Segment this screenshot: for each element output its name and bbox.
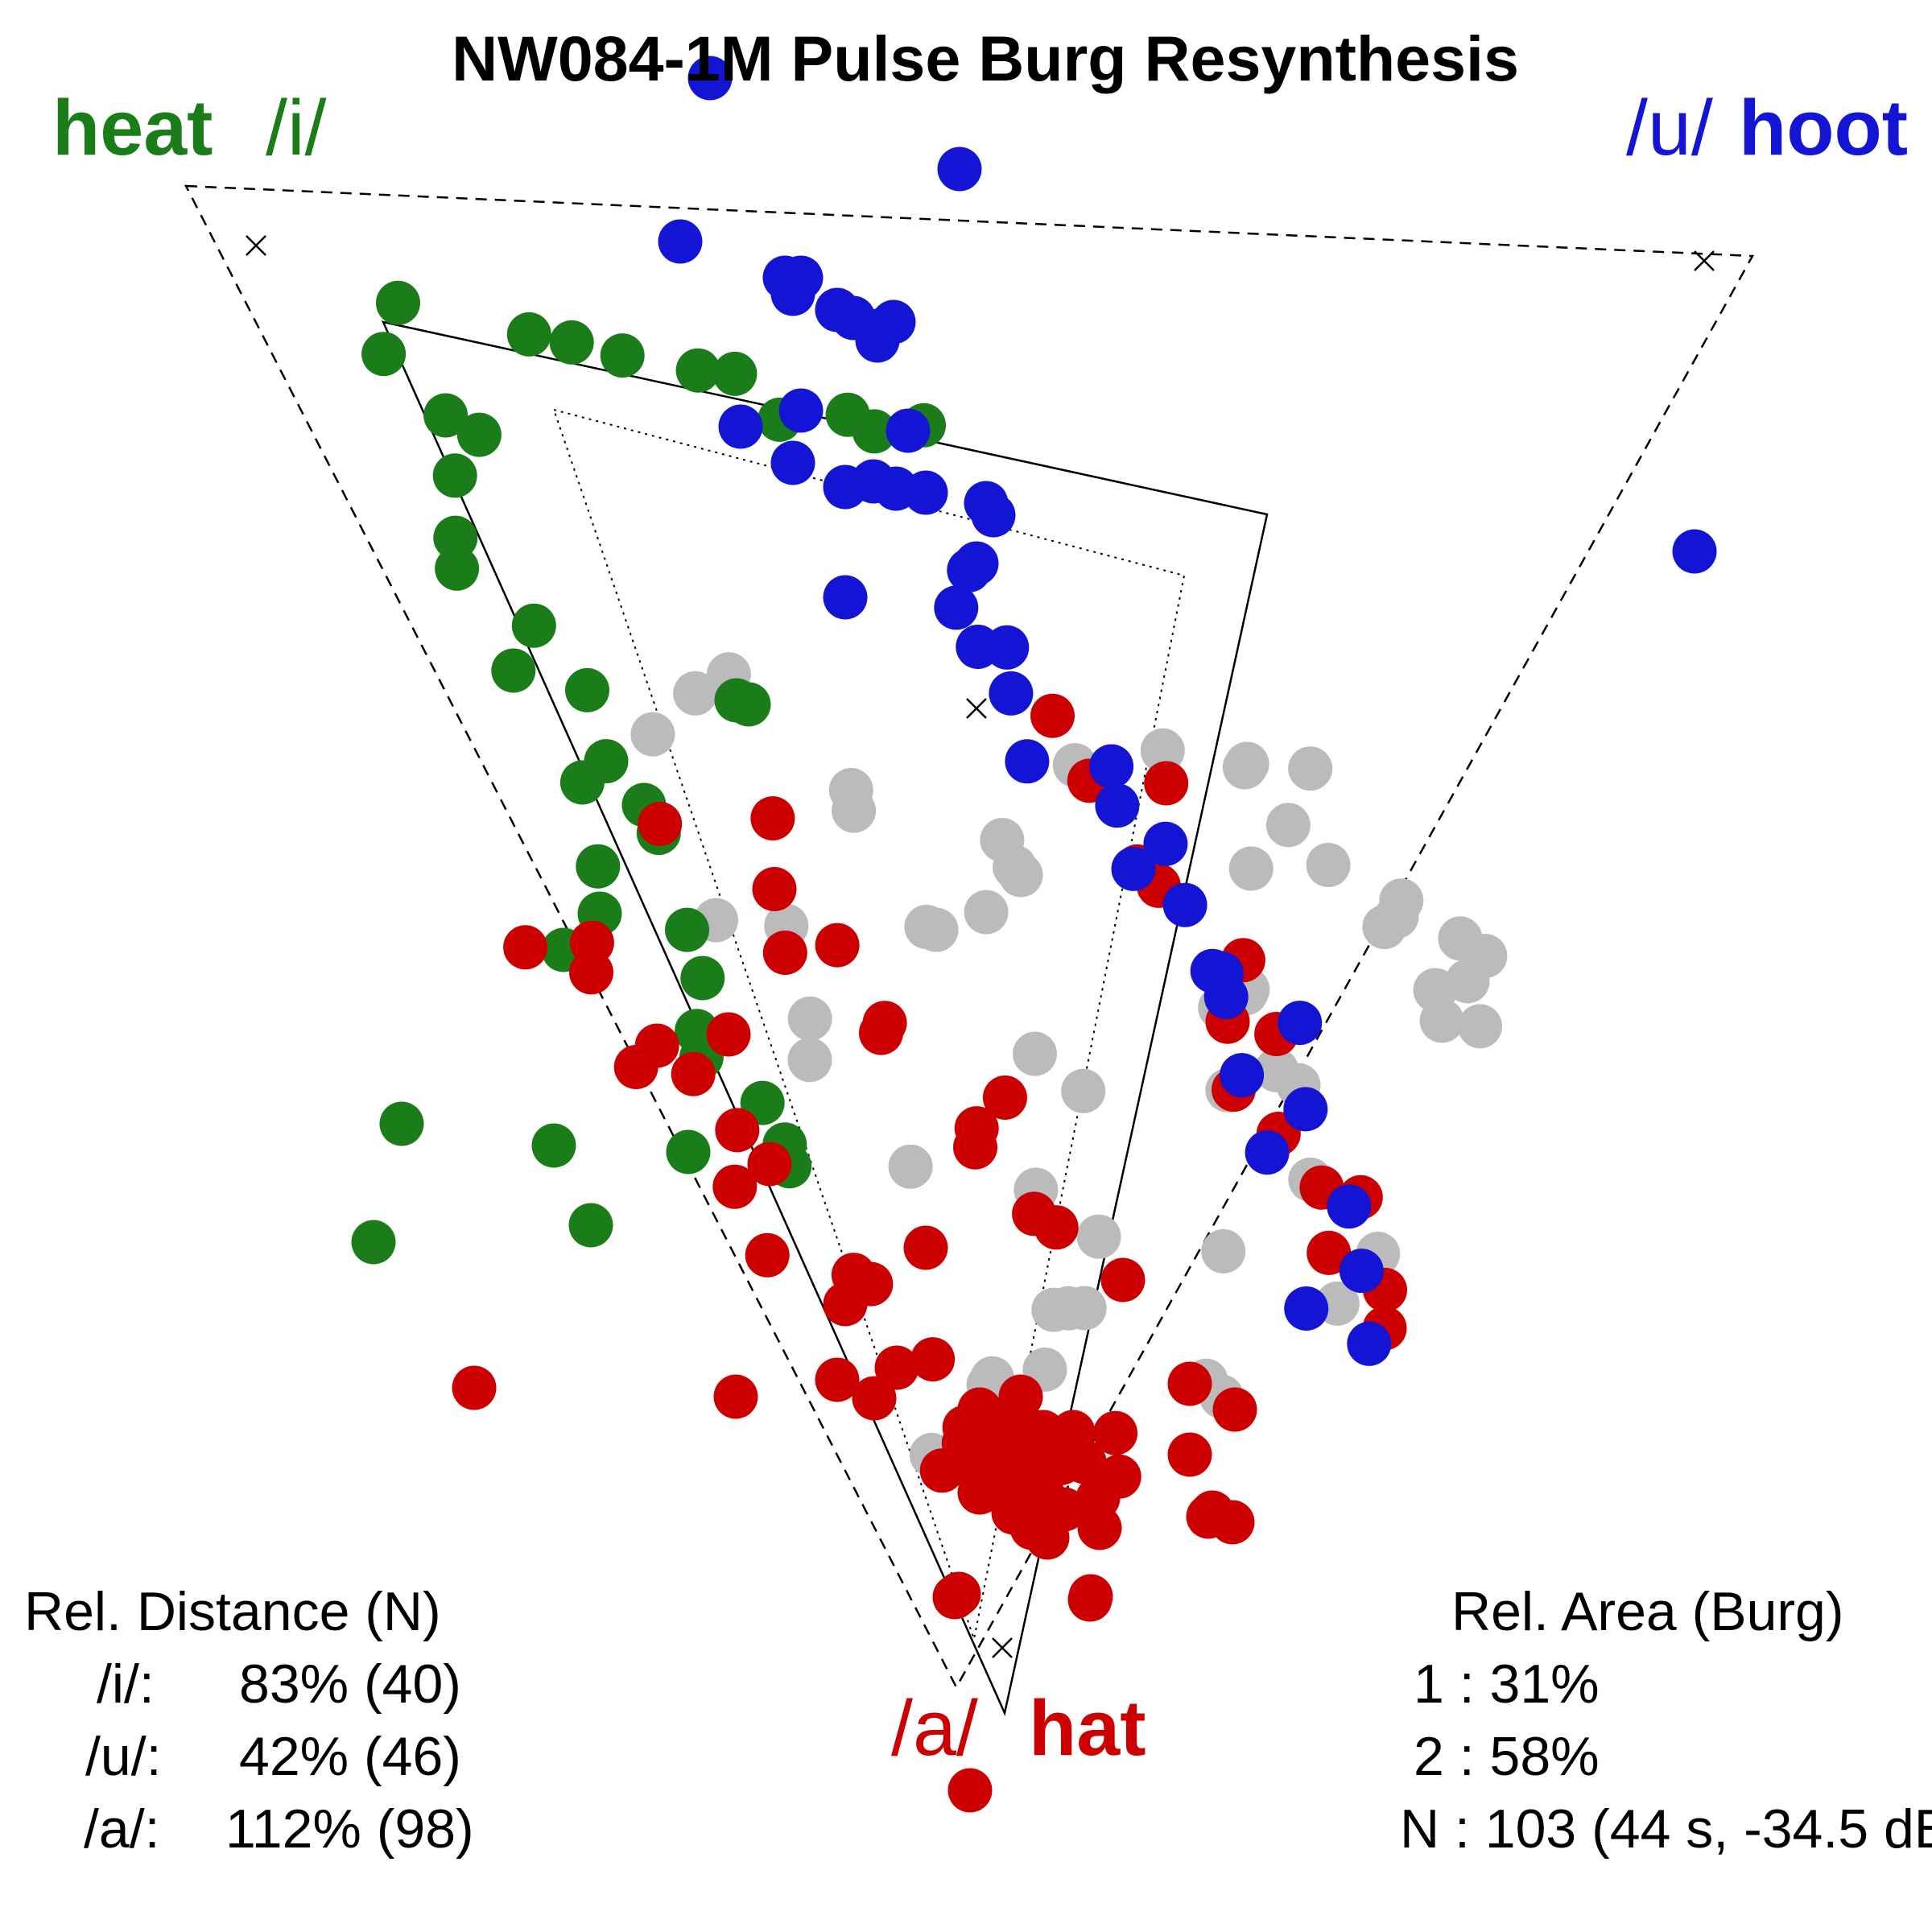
svg-text:heat: heat (52, 84, 213, 171)
svg-text:Rel. Distance (N): Rel. Distance (N) (24, 1581, 441, 1642)
svg-text:1 : 31%: 1 : 31% (1414, 1653, 1600, 1715)
svg-text:2 : 58%: 2 : 58% (1414, 1726, 1600, 1787)
svg-text:/i/: /i/ (266, 84, 327, 171)
svg-text:/u/:: /u/: (85, 1726, 162, 1787)
svg-text:NW084-1M Pulse Burg Resynthesi: NW084-1M Pulse Burg Resynthesis (452, 23, 1519, 94)
svg-text:/i/:: /i/: (97, 1653, 155, 1715)
svg-text:42% (46): 42% (46) (239, 1726, 461, 1787)
svg-text:83% (40): 83% (40) (239, 1653, 461, 1715)
svg-text:/a/: /a/ (891, 1684, 978, 1772)
svg-text:/u/: /u/ (1626, 84, 1713, 171)
svg-text:Rel. Area (Burg): Rel. Area (Burg) (1451, 1581, 1844, 1642)
svg-text:112% (98): 112% (98) (225, 1798, 474, 1860)
svg-text:hat: hat (1029, 1684, 1146, 1772)
svg-text:/a/:: /a/: (84, 1798, 160, 1860)
svg-text:N : 103 (44 s, -34.5 dB): N : 103 (44 s, -34.5 dB) (1400, 1798, 1932, 1860)
svg-text:hoot: hoot (1739, 84, 1908, 171)
